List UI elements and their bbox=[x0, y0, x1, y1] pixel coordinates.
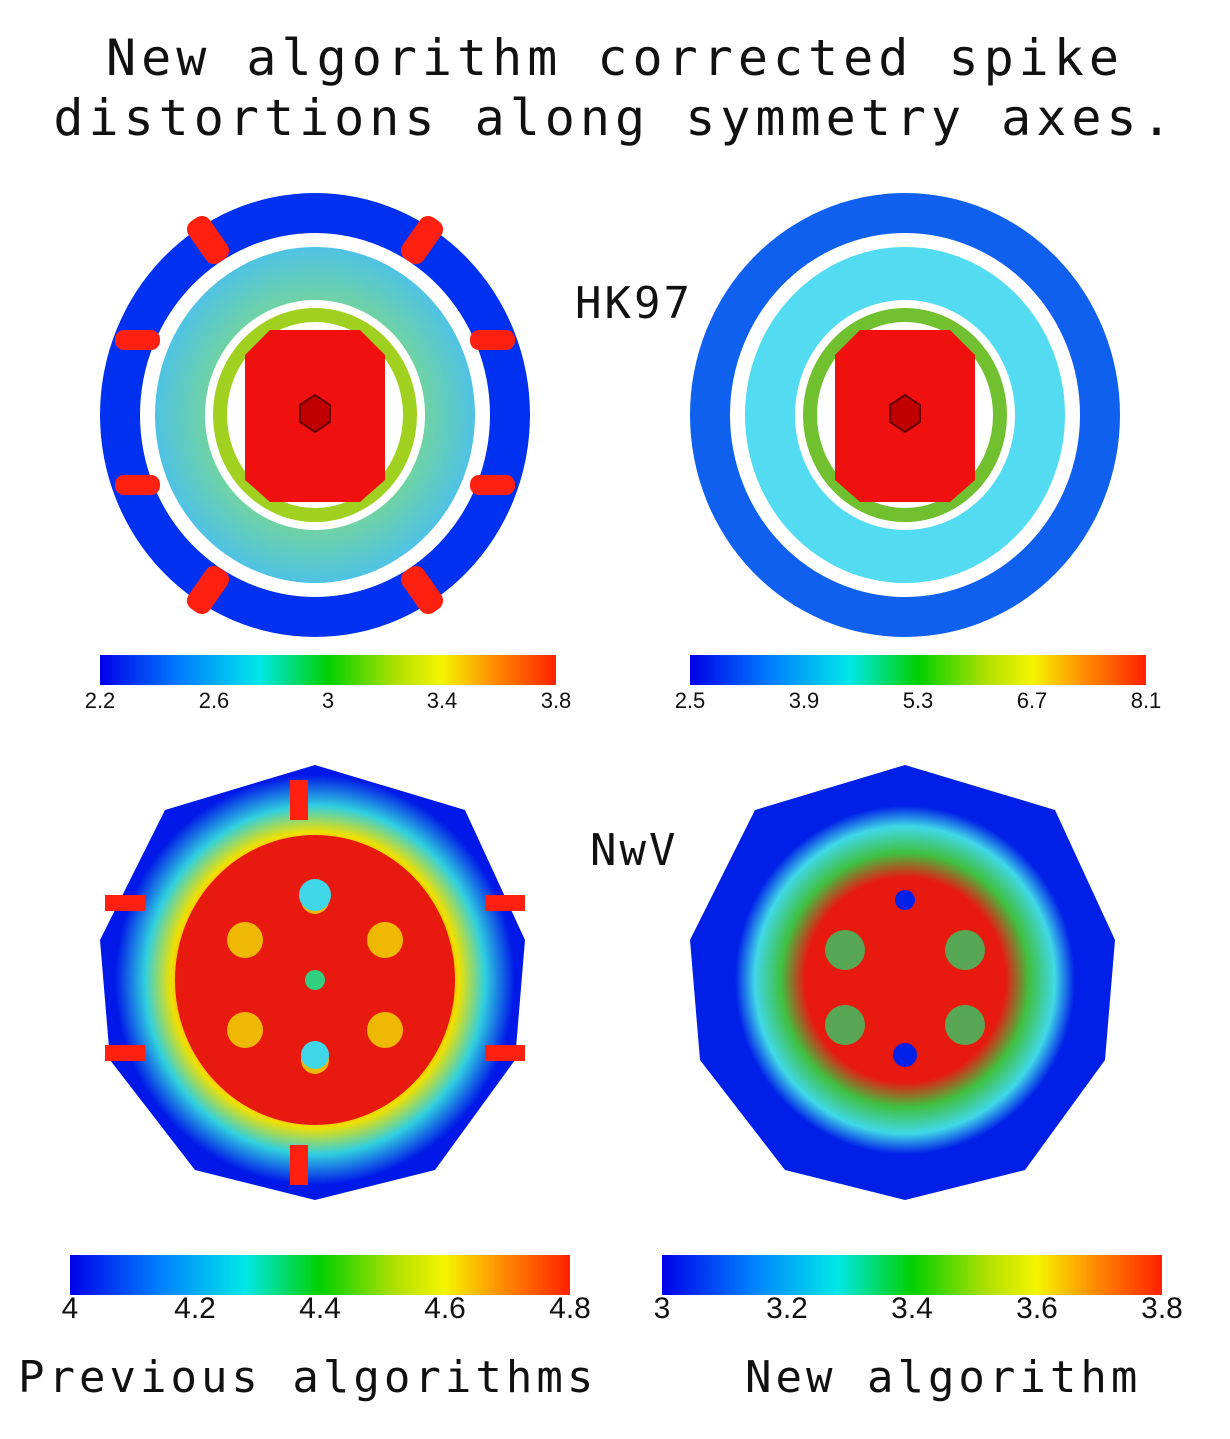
nwv-new-map bbox=[690, 765, 1115, 1200]
nwv-label: NwV bbox=[590, 825, 679, 876]
tick-label: 4.2 bbox=[174, 1292, 216, 1325]
title-line-1: New algorithm corrected spike bbox=[106, 29, 1124, 87]
tick-label: 2.2 bbox=[84, 688, 116, 713]
hk97-new-map bbox=[690, 193, 1120, 637]
tick-label: 4 bbox=[61, 1292, 79, 1325]
hk97-previous-ticks: 2.2 2.6 3 3.4 3.8 bbox=[85, 688, 572, 716]
tick-label: 3.4 bbox=[891, 1292, 933, 1325]
nwv-previous-ticks: 4 4.2 4.4 4.6 4.8 bbox=[62, 1292, 591, 1328]
tick-label: 3.9 bbox=[788, 688, 820, 713]
colorbar-gradient bbox=[100, 655, 556, 685]
nwv-previous-colorbar bbox=[70, 1255, 570, 1295]
column-label-previous: Previous algorithms bbox=[18, 1352, 598, 1403]
tick-label: 3.8 bbox=[540, 688, 572, 713]
tick-label: 4.8 bbox=[549, 1292, 591, 1325]
tick-label: 4.4 bbox=[299, 1292, 341, 1325]
tick-label: 8.1 bbox=[1130, 688, 1162, 713]
hk97-new-colorbar bbox=[690, 655, 1146, 685]
column-label-new: New algorithm bbox=[745, 1352, 1142, 1403]
tick-label: 3.4 bbox=[426, 688, 458, 713]
tick-label: 4.6 bbox=[424, 1292, 466, 1325]
tick-label: 3 bbox=[321, 688, 335, 713]
tick-label: 2.5 bbox=[674, 688, 706, 713]
tick-label: 3.8 bbox=[1141, 1292, 1183, 1325]
tick-label: 3 bbox=[653, 1292, 671, 1325]
hk97-previous-colorbar bbox=[100, 655, 556, 685]
colorbar-gradient bbox=[70, 1255, 570, 1295]
hk97-previous-map bbox=[100, 193, 530, 637]
hk97-new-ticks: 2.5 3.9 5.3 6.7 8.1 bbox=[675, 688, 1162, 716]
tick-label: 6.7 bbox=[1016, 688, 1048, 713]
hk97-label: HK97 bbox=[575, 278, 693, 329]
nwv-new-colorbar bbox=[662, 1255, 1162, 1295]
tick-label: 3.6 bbox=[1016, 1292, 1058, 1325]
tick-label: 3.2 bbox=[766, 1292, 808, 1325]
nwv-previous-map bbox=[100, 765, 525, 1200]
colorbar-gradient bbox=[662, 1255, 1162, 1295]
figure-title: New algorithm corrected spike distortion… bbox=[0, 28, 1230, 148]
nwv-new-ticks: 3 3.2 3.4 3.6 3.8 bbox=[654, 1292, 1183, 1328]
tick-label: 5.3 bbox=[902, 688, 934, 713]
tick-label: 2.6 bbox=[198, 688, 230, 713]
colorbar-gradient bbox=[690, 655, 1146, 685]
title-line-2: distortions along symmetry axes. bbox=[53, 89, 1177, 147]
